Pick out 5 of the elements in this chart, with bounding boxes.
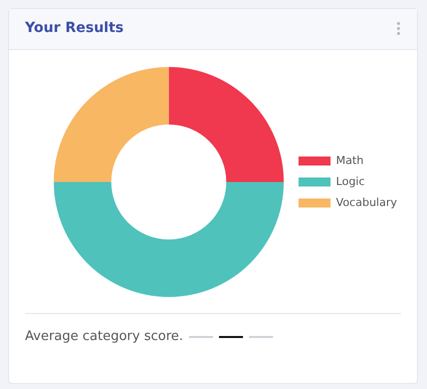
chart-title: Your Results — [25, 20, 124, 36]
legend-label: Vocabulary — [336, 196, 398, 209]
legend-label: Logic — [336, 174, 365, 188]
text: Average category score. — [25, 329, 184, 344]
legend-label: Math — [336, 154, 364, 167]
